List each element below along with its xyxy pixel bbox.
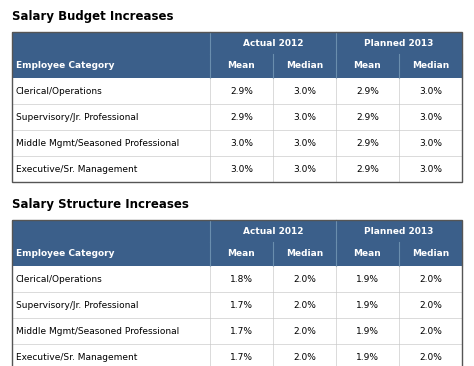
Text: Clerical/Operations: Clerical/Operations bbox=[16, 274, 103, 284]
Bar bbox=[12, 32, 462, 54]
Text: Middle Mgmt/Seasoned Professional: Middle Mgmt/Seasoned Professional bbox=[16, 138, 179, 147]
Text: 3.0%: 3.0% bbox=[419, 164, 442, 173]
Text: Median: Median bbox=[412, 250, 449, 258]
Text: Supervisory/Jr. Professional: Supervisory/Jr. Professional bbox=[16, 112, 138, 122]
Text: 1.9%: 1.9% bbox=[356, 300, 379, 310]
Text: 3.0%: 3.0% bbox=[293, 164, 316, 173]
Text: 2.0%: 2.0% bbox=[419, 300, 442, 310]
Text: Actual 2012: Actual 2012 bbox=[243, 227, 303, 235]
Text: Mean: Mean bbox=[228, 61, 255, 71]
Text: 2.9%: 2.9% bbox=[356, 164, 379, 173]
Text: 1.8%: 1.8% bbox=[230, 274, 253, 284]
Text: 2.9%: 2.9% bbox=[356, 86, 379, 96]
Text: Planned 2013: Planned 2013 bbox=[365, 38, 434, 48]
Text: Middle Mgmt/Seasoned Professional: Middle Mgmt/Seasoned Professional bbox=[16, 326, 179, 336]
Text: Median: Median bbox=[286, 250, 323, 258]
Text: Actual 2012: Actual 2012 bbox=[243, 38, 303, 48]
Text: 1.7%: 1.7% bbox=[230, 300, 253, 310]
Text: Planned 2013: Planned 2013 bbox=[365, 227, 434, 235]
Bar bbox=[12, 344, 462, 366]
Text: 2.0%: 2.0% bbox=[419, 352, 442, 362]
Text: 2.9%: 2.9% bbox=[230, 86, 253, 96]
Text: Median: Median bbox=[286, 61, 323, 71]
Text: Executive/Sr. Management: Executive/Sr. Management bbox=[16, 164, 137, 173]
Text: 3.0%: 3.0% bbox=[419, 112, 442, 122]
Bar bbox=[12, 220, 462, 242]
Text: 1.7%: 1.7% bbox=[230, 326, 253, 336]
Text: Salary Structure Increases: Salary Structure Increases bbox=[12, 198, 189, 211]
Text: 2.0%: 2.0% bbox=[419, 274, 442, 284]
Bar bbox=[12, 156, 462, 182]
Bar bbox=[12, 220, 462, 366]
Text: Mean: Mean bbox=[354, 61, 382, 71]
Text: 1.7%: 1.7% bbox=[230, 352, 253, 362]
Text: 2.9%: 2.9% bbox=[356, 138, 379, 147]
Text: 2.9%: 2.9% bbox=[356, 112, 379, 122]
Text: Employee Category: Employee Category bbox=[16, 61, 115, 71]
Text: 3.0%: 3.0% bbox=[419, 86, 442, 96]
Bar bbox=[12, 242, 462, 266]
Text: 2.0%: 2.0% bbox=[293, 274, 316, 284]
Text: 3.0%: 3.0% bbox=[293, 138, 316, 147]
Text: Median: Median bbox=[412, 61, 449, 71]
Bar bbox=[12, 292, 462, 318]
Bar bbox=[12, 32, 462, 182]
Text: Clerical/Operations: Clerical/Operations bbox=[16, 86, 103, 96]
Bar bbox=[12, 54, 462, 78]
Text: Salary Budget Increases: Salary Budget Increases bbox=[12, 10, 173, 23]
Text: Supervisory/Jr. Professional: Supervisory/Jr. Professional bbox=[16, 300, 138, 310]
Text: 3.0%: 3.0% bbox=[230, 164, 253, 173]
Bar bbox=[12, 130, 462, 156]
Bar bbox=[12, 78, 462, 104]
Text: 2.0%: 2.0% bbox=[293, 300, 316, 310]
Bar bbox=[12, 104, 462, 130]
Text: 3.0%: 3.0% bbox=[293, 86, 316, 96]
Text: Employee Category: Employee Category bbox=[16, 250, 115, 258]
Bar bbox=[12, 318, 462, 344]
Text: 2.9%: 2.9% bbox=[230, 112, 253, 122]
Text: Mean: Mean bbox=[354, 250, 382, 258]
Text: 2.0%: 2.0% bbox=[293, 326, 316, 336]
Text: 1.9%: 1.9% bbox=[356, 326, 379, 336]
Text: 3.0%: 3.0% bbox=[419, 138, 442, 147]
Text: 2.0%: 2.0% bbox=[419, 326, 442, 336]
Text: Mean: Mean bbox=[228, 250, 255, 258]
Text: Executive/Sr. Management: Executive/Sr. Management bbox=[16, 352, 137, 362]
Text: 2.0%: 2.0% bbox=[293, 352, 316, 362]
Text: 3.0%: 3.0% bbox=[293, 112, 316, 122]
Bar bbox=[12, 266, 462, 292]
Text: 3.0%: 3.0% bbox=[230, 138, 253, 147]
Text: 1.9%: 1.9% bbox=[356, 352, 379, 362]
Text: 1.9%: 1.9% bbox=[356, 274, 379, 284]
